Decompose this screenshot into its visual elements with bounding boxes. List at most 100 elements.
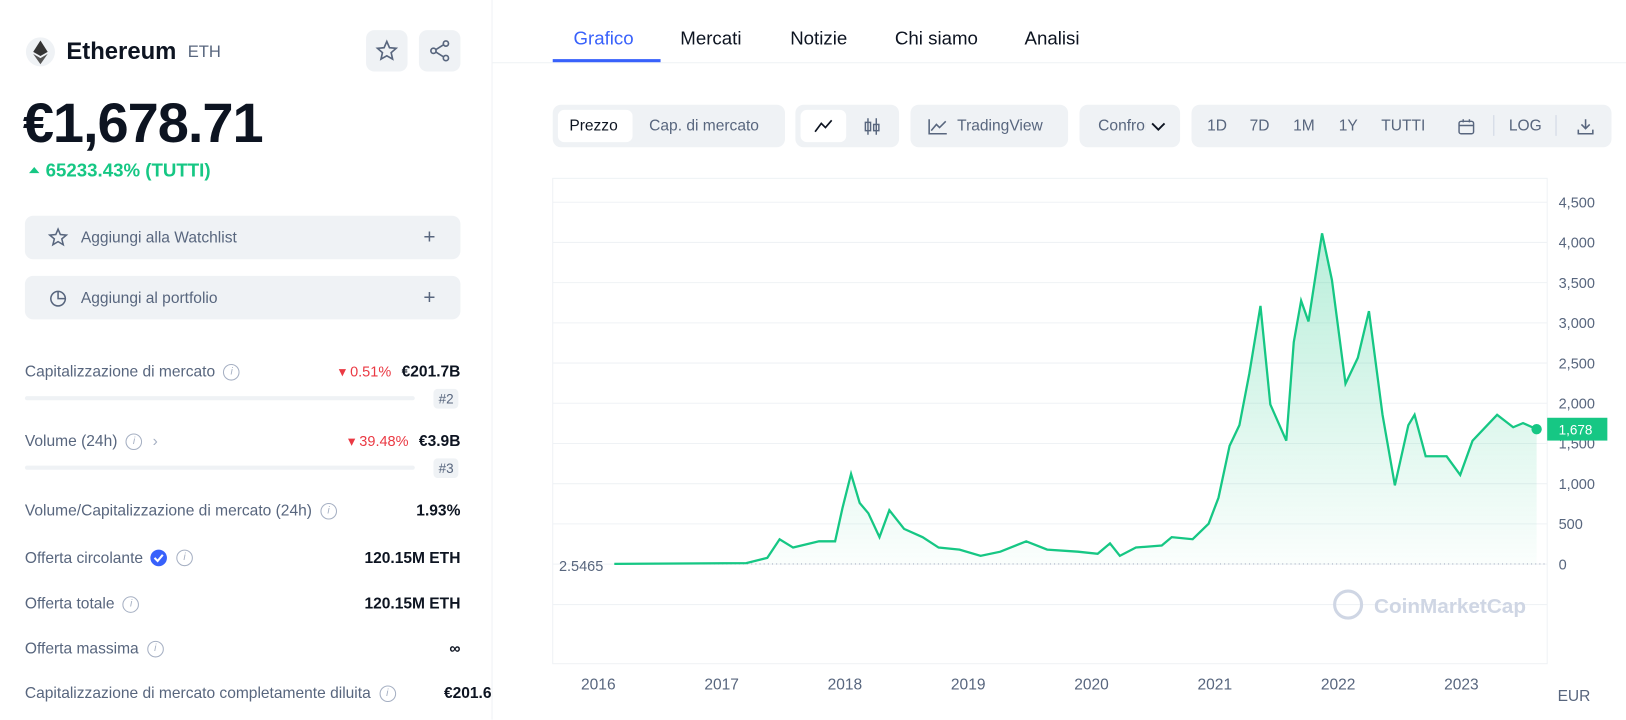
watchlist-label: Aggiungi alla Watchlist bbox=[80, 228, 237, 247]
coin-name: Ethereum bbox=[66, 37, 177, 65]
range-group bbox=[1191, 104, 1612, 148]
price-line bbox=[614, 233, 1538, 566]
stat-change-value: 0.51% bbox=[350, 362, 392, 380]
tab-divider bbox=[492, 62, 1626, 64]
stat-value: €201.6 bbox=[443, 684, 492, 703]
range-button[interactable]: 1M bbox=[1293, 117, 1315, 135]
x-tick-label: 2020 bbox=[1074, 677, 1109, 694]
watchlist-button[interactable]: Aggiungi alla Watchlist + bbox=[24, 215, 461, 260]
portfolio-button[interactable]: Aggiungi al portfolio + bbox=[24, 275, 461, 320]
stat-label: Capitalizzazione di mercato bbox=[24, 362, 216, 381]
separator bbox=[1493, 115, 1495, 136]
range-button[interactable]: 1Y bbox=[1338, 117, 1358, 135]
currency: EUR bbox=[1558, 688, 1591, 705]
calendar-button[interactable] bbox=[1457, 117, 1476, 136]
x-tick-label: 2016 bbox=[581, 677, 616, 694]
rank: #2 bbox=[433, 388, 459, 409]
y-tick-label: 3,500 bbox=[1559, 276, 1595, 292]
tab[interactable]: Chi siamo bbox=[894, 27, 978, 49]
compare-label: Confronta bbox=[1098, 117, 1146, 135]
y-tick-label: 4,500 bbox=[1559, 195, 1595, 211]
start-label: 2.5465 bbox=[559, 559, 603, 575]
tab[interactable]: Notizie bbox=[790, 27, 848, 49]
watermark-logo bbox=[1333, 589, 1364, 620]
x-tick-label: 2023 bbox=[1444, 677, 1479, 694]
stat-label: Capitalizzazione di mercato completament… bbox=[24, 684, 371, 703]
tab[interactable]: Grafico bbox=[573, 27, 634, 49]
portfolio-label: Aggiungi al portfolio bbox=[80, 288, 218, 307]
x-tick-label: 2018 bbox=[828, 677, 863, 694]
x-tick-label: 2022 bbox=[1321, 677, 1356, 694]
sidebar: Ethereum ETH €1,678.71 65233.43% (TUTTI)… bbox=[0, 0, 493, 720]
y-tick-label: 1,500 bbox=[1559, 437, 1595, 453]
stat-label: Offerta circolante bbox=[24, 549, 144, 567]
stat-row: Volume (24h) i › ▾ 39.48% €3.9B bbox=[24, 432, 461, 451]
x-tick-label: 2021 bbox=[1198, 677, 1233, 694]
coin-symbol: ETH bbox=[187, 43, 221, 62]
plot-frame bbox=[552, 177, 1548, 665]
y-tick-label: 3,000 bbox=[1559, 316, 1595, 332]
eth-logo bbox=[25, 37, 55, 67]
separator bbox=[1555, 115, 1557, 136]
y-tick-label: 2,500 bbox=[1559, 356, 1595, 372]
log-button[interactable]: LOG bbox=[1508, 117, 1542, 135]
mode-active bbox=[557, 109, 633, 143]
stat-change-value: 39.48% bbox=[359, 432, 409, 450]
current-tag bbox=[1547, 417, 1608, 441]
watermark: CoinMarketCap bbox=[1374, 595, 1526, 618]
share-button[interactable] bbox=[418, 30, 461, 72]
x-tick-label: 2017 bbox=[704, 677, 739, 694]
range-button[interactable]: 7D bbox=[1249, 117, 1270, 135]
price-change: 65233.43% (TUTTI) bbox=[45, 159, 211, 181]
stat-row: Offerta massima i ∞ bbox=[24, 639, 461, 658]
range-button[interactable]: TUTTI bbox=[1381, 117, 1426, 135]
y-tick-label: 500 bbox=[1559, 517, 1583, 533]
y-tick-label: 4,000 bbox=[1559, 236, 1595, 252]
mode-button[interactable]: Prezzo bbox=[569, 117, 618, 135]
y-tick-label: 1,000 bbox=[1559, 477, 1595, 493]
download-button[interactable] bbox=[1576, 117, 1595, 136]
range-button[interactable]: 1D bbox=[1207, 117, 1227, 135]
stat-value: ∞ bbox=[449, 639, 461, 658]
stat-row: Volume/Capitalizzazione di mercato (24h)… bbox=[24, 501, 461, 520]
tradingview-label: TradingView bbox=[957, 117, 1043, 135]
stat-value: 1.93% bbox=[416, 501, 461, 520]
stat-row: Capitalizzazione di mercato i ▾ 0.51% €201.… bbox=[24, 362, 461, 381]
chevron bbox=[1151, 122, 1166, 131]
compare-button[interactable] bbox=[1079, 104, 1181, 148]
stat-value: 120.15M ETH bbox=[364, 595, 461, 613]
price: €1,678.71 bbox=[22, 92, 264, 155]
stat-label: Offerta totale bbox=[24, 595, 115, 613]
line-style-button[interactable] bbox=[800, 109, 847, 143]
up-arrow bbox=[29, 166, 40, 174]
rank-bar bbox=[24, 465, 415, 470]
stat-value: 120.15M ETH bbox=[364, 549, 461, 567]
current-dot bbox=[1531, 423, 1542, 435]
tab[interactable]: Mercati bbox=[680, 27, 742, 49]
stat-value: €201.7B bbox=[401, 362, 461, 381]
stat-row: Offerta totale i 120.15M ETH bbox=[24, 595, 461, 613]
stat-row: Offerta circolante i 120.15M ETH bbox=[24, 549, 461, 567]
stat-change: ▾ 39.48% bbox=[347, 432, 409, 450]
star-button[interactable] bbox=[366, 30, 408, 72]
stat-label: Volume (24h) bbox=[24, 432, 118, 451]
rank: #3 bbox=[433, 458, 459, 479]
current-label: 1,678 bbox=[1559, 422, 1593, 437]
candle-style-button[interactable] bbox=[861, 115, 884, 138]
stat-label: Volume/Capitalizzazione di mercato (24h) bbox=[24, 501, 312, 520]
stat-label: Offerta massima bbox=[24, 639, 139, 658]
tab[interactable]: Analisi bbox=[1024, 27, 1080, 49]
x-tick-label: 2019 bbox=[951, 677, 986, 694]
rank-bar bbox=[24, 396, 415, 401]
y-tick-label: 0 bbox=[1559, 557, 1567, 573]
stat-row: Capitalizzazione di mercato completament… bbox=[24, 684, 492, 703]
y-tick-label: 2,000 bbox=[1559, 396, 1595, 412]
tradingview-button[interactable] bbox=[910, 104, 1069, 148]
mode-button[interactable]: Cap. di mercato bbox=[649, 117, 759, 135]
tab-underline bbox=[552, 59, 661, 63]
stat-change: ▾ 0.51% bbox=[338, 362, 392, 380]
